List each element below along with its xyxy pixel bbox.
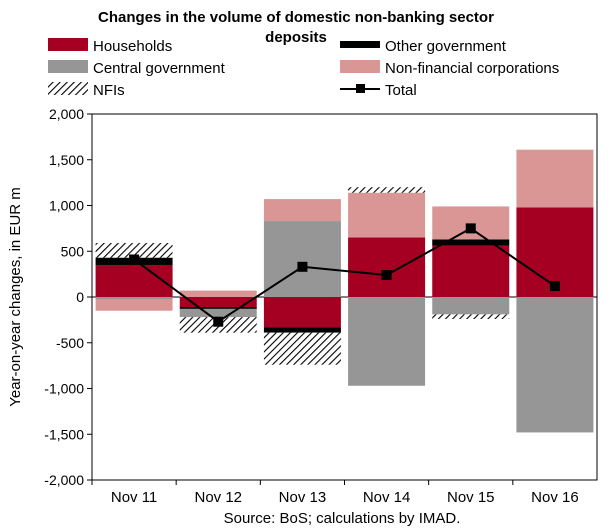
- y-axis-label: Year-on-year changes, in EUR m: [7, 187, 24, 407]
- bar-households: [179, 297, 257, 308]
- y-tick-label: -500: [56, 335, 84, 351]
- legend-central-government-label: Central government: [93, 60, 226, 77]
- x-tick-label: Nov 12: [194, 489, 242, 506]
- bar-central-government: [95, 297, 173, 300]
- bar-nfis: [348, 187, 426, 193]
- legend-total-label: Total: [385, 82, 417, 99]
- y-tick-label: -1,000: [44, 381, 84, 397]
- total-point: [465, 223, 476, 234]
- chart-title-line2: deposits: [265, 29, 327, 46]
- legend-other-government-swatch: [340, 41, 380, 48]
- x-tick-label: Nov 11: [111, 489, 157, 506]
- y-axis: 2,000 1,500 1,000 500 0 -500 -1,000 -1,500 -2,00…: [44, 106, 92, 488]
- legend-other-government-label: Other government: [385, 38, 507, 55]
- x-tick-label: Nov 16: [531, 489, 579, 506]
- bar-households: [432, 245, 510, 297]
- bar-nfis: [432, 314, 510, 319]
- bar-non-financial-corporations: [348, 192, 426, 238]
- y-tick-label: 500: [61, 243, 85, 259]
- bar-nfis: [95, 243, 173, 258]
- bar-central-government: [348, 297, 426, 386]
- bar-nfis: [263, 332, 341, 365]
- total-point: [213, 316, 224, 327]
- y-tick-label: -1,500: [44, 426, 84, 442]
- total-line: [133, 227, 556, 323]
- x-axis: Nov 11 Nov 12 Nov 13 Nov 14 Nov 15 Nov 16: [91, 480, 579, 506]
- bar-other-government: [432, 239, 510, 246]
- legend-non-financial-corporations-label: Non-financial corporations: [385, 60, 559, 77]
- x-tick-label: Nov 14: [363, 489, 411, 506]
- bar-non-financial-corporations: [263, 199, 341, 222]
- legend-households-swatch: [48, 38, 88, 51]
- total-line-layer: [129, 223, 560, 327]
- legend-households-label: Households: [93, 38, 172, 55]
- bar-non-financial-corporations: [516, 149, 594, 208]
- bar-central-government: [263, 221, 341, 297]
- legend-central-government-swatch: [48, 60, 88, 73]
- bar-central-government: [179, 308, 257, 318]
- bar-non-financial-corporations: [179, 290, 257, 297]
- bar-households: [95, 264, 173, 297]
- legend-nfis-swatch: [48, 82, 88, 95]
- bar-other-government: [179, 307, 257, 309]
- source-note: Source: BoS; calculations by IMAD.: [224, 510, 461, 527]
- total-point: [549, 281, 560, 292]
- x-tick-label: Nov 15: [447, 489, 495, 506]
- bar-central-government: [516, 297, 594, 433]
- bar-non-financial-corporations: [432, 206, 510, 240]
- legend-total-marker: [356, 84, 365, 93]
- x-tick-label: Nov 13: [279, 489, 327, 506]
- total-point: [129, 254, 140, 265]
- y-tick-label: -2,000: [44, 472, 84, 488]
- chart-title-line1: Changes in the volume of domestic non-ba…: [98, 9, 494, 26]
- bar-households: [263, 297, 341, 328]
- total-point: [297, 261, 308, 272]
- legend: Households Other government Central govern…: [48, 38, 559, 99]
- bar-central-government: [432, 297, 510, 315]
- legend-non-financial-corporations-swatch: [340, 60, 380, 73]
- y-tick-label: 1,000: [49, 198, 84, 214]
- bar-other-government: [263, 327, 341, 333]
- legend-nfis-label: NFIs: [93, 82, 125, 99]
- y-tick-label: 1,500: [49, 152, 84, 168]
- y-tick-label: 2,000: [49, 106, 84, 122]
- y-tick-label: 0: [76, 289, 84, 305]
- bars-layer: [95, 149, 594, 433]
- total-point: [381, 270, 392, 281]
- bar-households: [348, 237, 426, 297]
- bar-non-financial-corporations: [95, 299, 173, 311]
